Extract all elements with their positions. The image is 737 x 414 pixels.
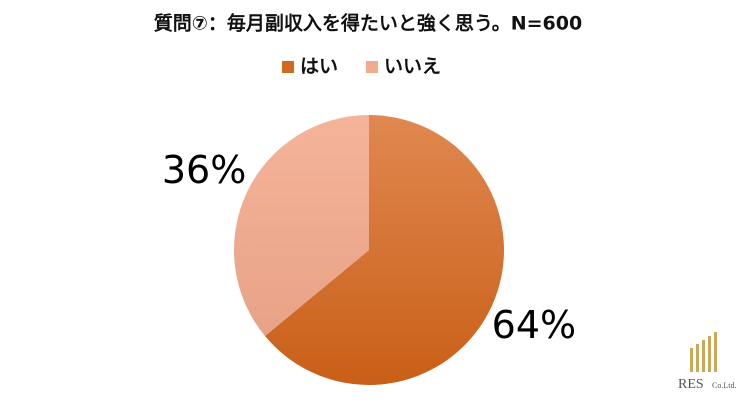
logo-subtext: Co.Ltd. [712, 381, 736, 390]
legend-swatch [282, 61, 294, 73]
legend-label: はい [300, 56, 338, 78]
legend-label: いいえ [384, 56, 441, 78]
data-label: 36% [162, 148, 246, 192]
chart-title: 質問⑦：毎月副収入を得たいと強く思う。N=600 [154, 12, 582, 35]
data-label: 64% [492, 303, 576, 347]
logo-text: RES [678, 377, 704, 392]
logo: RES Co.Ltd. [678, 332, 736, 392]
pie-slice [264, 115, 504, 386]
pie-slice [233, 114, 369, 337]
legend-swatch [366, 61, 378, 73]
